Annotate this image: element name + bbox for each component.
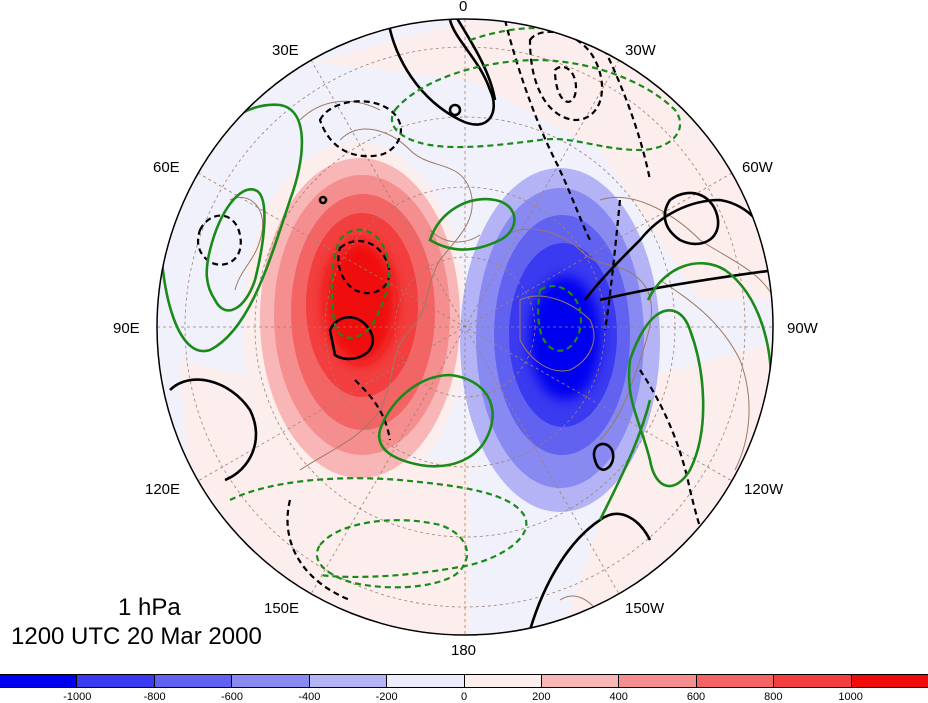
- longitude-label-150e: 150E: [264, 600, 300, 617]
- longitude-label-180: 180: [451, 642, 477, 659]
- colorbar-tick-label: -400: [298, 691, 321, 703]
- colorbar-tick-label: 800: [764, 691, 783, 703]
- colorbar-tick-label: 0: [460, 691, 468, 703]
- longitude-label-90w: 90W: [787, 320, 818, 337]
- longitude-label-30e: 30E: [272, 42, 299, 59]
- colorbar-segment: [154, 675, 233, 687]
- colorbar-segment: [464, 675, 542, 687]
- longitude-label-150w: 150W: [625, 600, 665, 617]
- colorbar-tick-label: 1000: [838, 691, 863, 703]
- colorbar-tick-label: -200: [375, 691, 398, 703]
- colorbar-segment: [619, 675, 697, 687]
- colorbar-tick-label: -1000: [63, 691, 92, 703]
- longitude-label-60e: 60E: [153, 159, 180, 176]
- pressure-level-label: 1 hPa: [118, 594, 181, 621]
- longitude-label-0: 0: [459, 0, 468, 15]
- colorbar-segment: [309, 675, 388, 687]
- longitude-label-30w: 30W: [625, 42, 656, 59]
- negative-anomaly-center: [460, 168, 660, 512]
- colorbar-tick-label: -800: [143, 691, 166, 703]
- colorbar-tick-label: -600: [220, 691, 244, 703]
- colorbar-tick-label: 400: [609, 691, 628, 703]
- valid-time-label: 1200 UTC 20 Mar 2000: [11, 623, 262, 650]
- colorbar-segment: [774, 675, 852, 687]
- colorbar-tick-label: 200: [532, 691, 551, 703]
- colorbar-segment: [0, 675, 78, 687]
- longitude-label-120w: 120W: [744, 481, 784, 498]
- map-boundary: [156, 18, 774, 636]
- colorbar-segment: [232, 675, 310, 687]
- colorbar-segment: [696, 675, 775, 687]
- longitude-label-120e: 120E: [145, 481, 181, 498]
- colorbar-segment: [77, 675, 155, 687]
- colorbar-segment: [541, 675, 620, 687]
- colorbar-tick-label: 600: [686, 691, 706, 703]
- longitude-label-90e: 90E: [113, 320, 140, 337]
- colorbar-segment: [851, 675, 928, 687]
- positive-anomaly-center: [243, 142, 467, 498]
- colorbar-segment: [387, 675, 465, 687]
- colorbar: [0, 674, 928, 688]
- longitude-label-60w: 60W: [742, 159, 773, 176]
